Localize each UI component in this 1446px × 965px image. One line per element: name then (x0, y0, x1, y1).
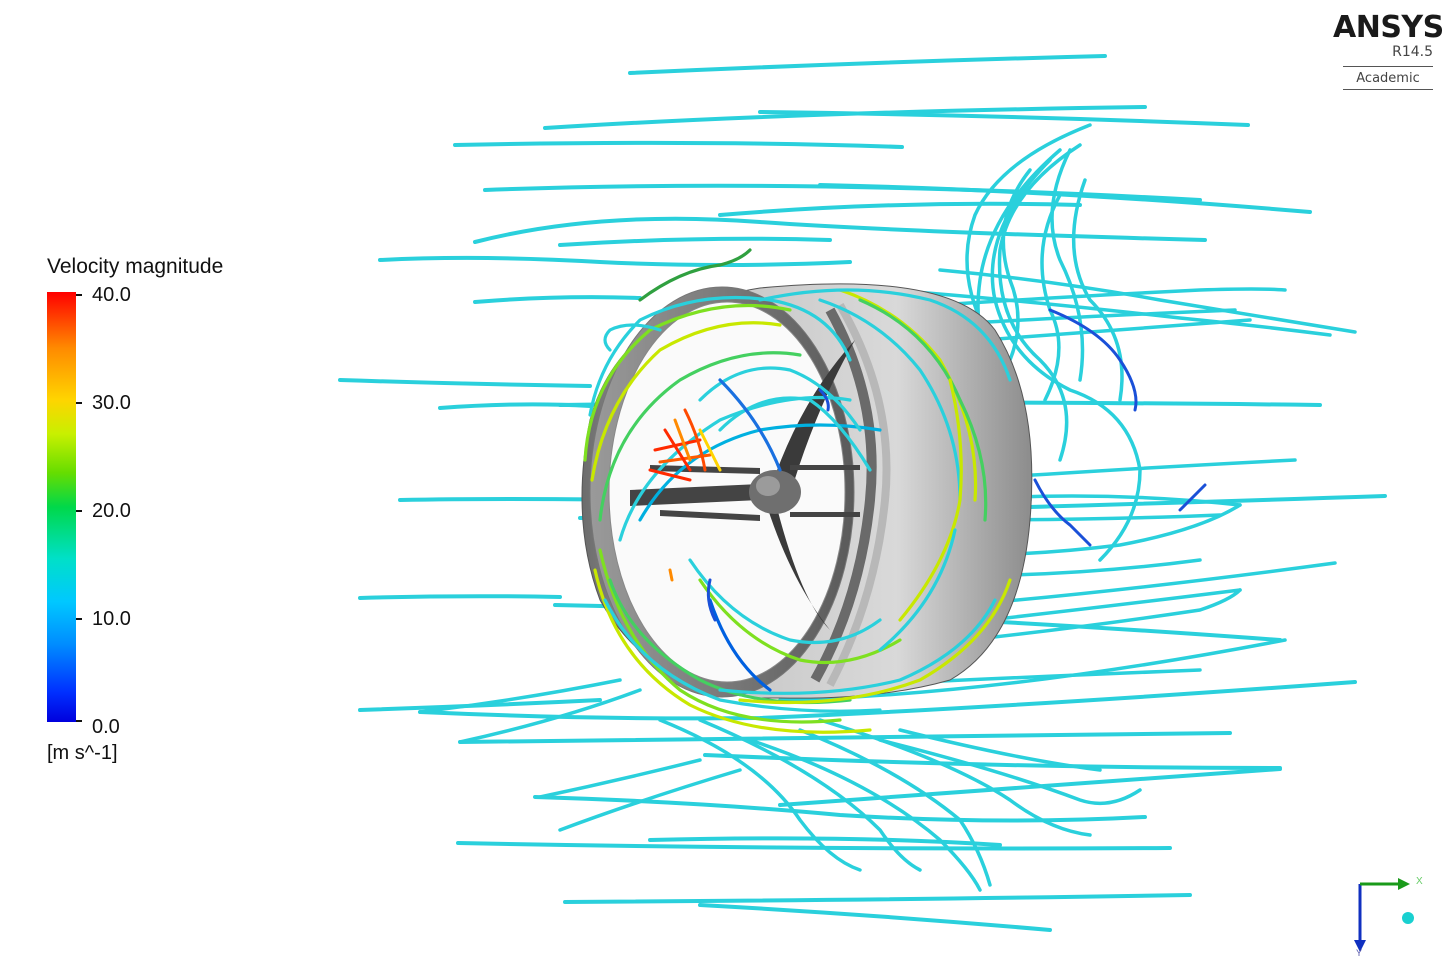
legend-tick-label: 10.0 (92, 608, 131, 630)
logo-divider (1343, 66, 1433, 67)
legend-tick-label: 40.0 (92, 284, 131, 306)
y-axis-arrowhead (1354, 940, 1366, 952)
legend-tick-label: 30.0 (92, 392, 131, 414)
y-axis-label: Y (1356, 948, 1362, 957)
legend-tick-mark (76, 720, 82, 722)
x-axis-arrowhead (1398, 878, 1410, 890)
legend-tick-label: 20.0 (92, 500, 131, 522)
inlet-streamlines (583, 248, 1012, 734)
logo-divider (1343, 89, 1433, 90)
x-axis-label: X (1416, 876, 1423, 887)
ansys-logo: ANSYS R14.5 Academic (1333, 10, 1444, 90)
legend-tick-mark (76, 618, 82, 620)
velocity-colorbar (47, 292, 76, 722)
legend-title: Velocity magnitude (47, 255, 224, 278)
ansys-version: R14.5 (1392, 44, 1433, 60)
legend-tick-mark (76, 402, 82, 404)
z-axis-dot (1402, 912, 1414, 924)
high-velocity-core (648, 408, 722, 582)
legend-tick-mark (76, 510, 82, 512)
legend-tick-label: 0.0 (92, 716, 120, 738)
ansys-edition: Academic (1356, 71, 1420, 86)
ansys-brand: ANSYS (1333, 10, 1444, 45)
low-velocity-streaks (706, 308, 1207, 622)
legend-tick-mark (76, 294, 82, 296)
legend-units: [m s^-1] (47, 742, 118, 764)
axis-triad[interactable]: X Y (1350, 872, 1430, 957)
